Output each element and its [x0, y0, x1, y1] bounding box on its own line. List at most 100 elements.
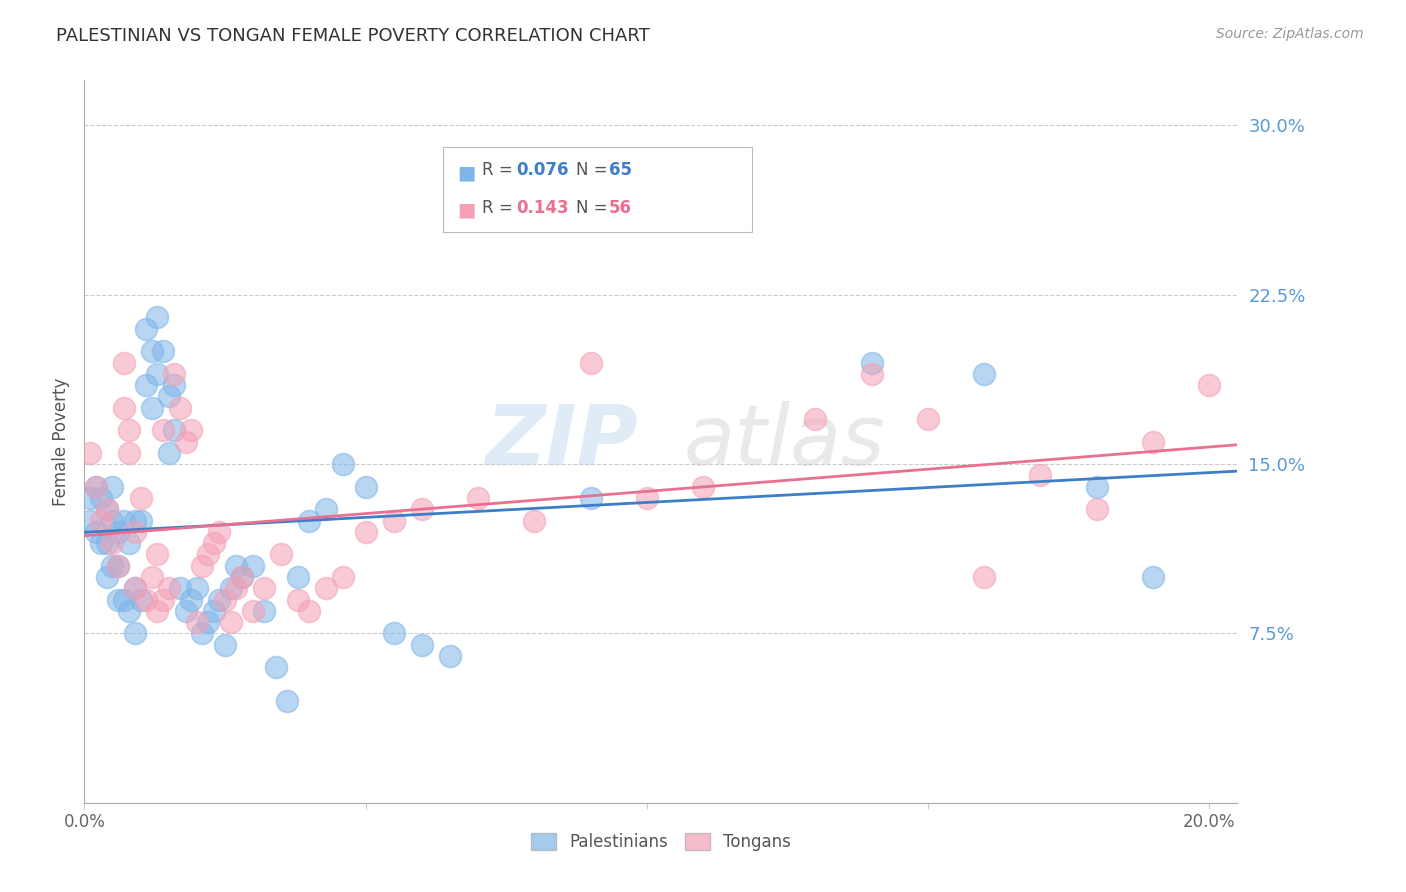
Point — [152, 423, 174, 437]
Point — [253, 582, 276, 596]
Point — [1085, 502, 1108, 516]
Point — [96, 502, 118, 516]
Point — [973, 570, 995, 584]
Point — [174, 604, 197, 618]
Point — [208, 592, 231, 607]
Point — [315, 502, 337, 516]
Text: ZIP: ZIP — [485, 401, 638, 482]
Text: ■: ■ — [457, 163, 475, 182]
Point — [135, 321, 157, 335]
Point — [90, 536, 112, 550]
Point — [1142, 570, 1164, 584]
Point — [96, 536, 118, 550]
Point — [124, 582, 146, 596]
Point — [186, 615, 208, 630]
Text: N =: N = — [576, 161, 613, 179]
Y-axis label: Female Poverty: Female Poverty — [52, 377, 70, 506]
Point — [1029, 468, 1052, 483]
Point — [214, 638, 236, 652]
Point — [191, 626, 214, 640]
Point — [135, 378, 157, 392]
Point — [129, 491, 152, 505]
Legend: Palestinians, Tongans: Palestinians, Tongans — [523, 825, 799, 860]
Point — [636, 491, 658, 505]
Point — [180, 592, 202, 607]
Point — [382, 626, 405, 640]
Point — [197, 615, 219, 630]
Point — [231, 570, 253, 584]
Point — [225, 558, 247, 573]
Point — [96, 570, 118, 584]
Point — [315, 582, 337, 596]
Point — [101, 514, 124, 528]
Point — [90, 514, 112, 528]
Text: Source: ZipAtlas.com: Source: ZipAtlas.com — [1216, 27, 1364, 41]
Point — [973, 367, 995, 381]
Point — [382, 514, 405, 528]
Point — [146, 367, 169, 381]
Point — [135, 592, 157, 607]
Point — [118, 423, 141, 437]
Point — [79, 491, 101, 505]
Point — [191, 558, 214, 573]
Point — [163, 367, 186, 381]
Point — [84, 524, 107, 539]
Point — [84, 480, 107, 494]
Point — [118, 604, 141, 618]
Point — [860, 355, 883, 369]
Point — [202, 536, 225, 550]
Point — [124, 582, 146, 596]
Point — [219, 615, 242, 630]
Point — [1198, 378, 1220, 392]
Point — [84, 480, 107, 494]
Point — [270, 548, 292, 562]
Point — [174, 434, 197, 449]
Point — [287, 592, 309, 607]
Point — [141, 570, 163, 584]
Point — [332, 457, 354, 471]
Point — [124, 514, 146, 528]
Point — [276, 694, 298, 708]
Point — [264, 660, 287, 674]
Point — [579, 491, 602, 505]
Point — [124, 626, 146, 640]
Point — [411, 638, 433, 652]
Point — [579, 355, 602, 369]
Text: N =: N = — [576, 199, 613, 217]
Point — [157, 582, 180, 596]
Point — [225, 582, 247, 596]
Point — [231, 570, 253, 584]
Point — [298, 604, 321, 618]
Point — [152, 344, 174, 359]
Point — [186, 582, 208, 596]
Point — [112, 592, 135, 607]
Point — [101, 558, 124, 573]
Point — [180, 423, 202, 437]
Point — [354, 480, 377, 494]
Point — [523, 514, 546, 528]
Text: R =: R = — [482, 199, 519, 217]
Point — [129, 592, 152, 607]
Point — [112, 401, 135, 415]
Point — [219, 582, 242, 596]
Point — [112, 514, 135, 528]
Point — [146, 310, 169, 325]
Point — [107, 524, 129, 539]
Point — [242, 558, 264, 573]
Text: 65: 65 — [609, 161, 631, 179]
Point — [804, 412, 827, 426]
Point — [90, 491, 112, 505]
Point — [124, 524, 146, 539]
Point — [101, 480, 124, 494]
Point — [411, 502, 433, 516]
Point — [467, 163, 489, 178]
Point — [467, 491, 489, 505]
Point — [141, 401, 163, 415]
Point — [112, 355, 135, 369]
Point — [860, 367, 883, 381]
Text: R =: R = — [482, 161, 519, 179]
Point — [163, 423, 186, 437]
Point — [107, 558, 129, 573]
Point — [101, 536, 124, 550]
Point — [146, 604, 169, 618]
